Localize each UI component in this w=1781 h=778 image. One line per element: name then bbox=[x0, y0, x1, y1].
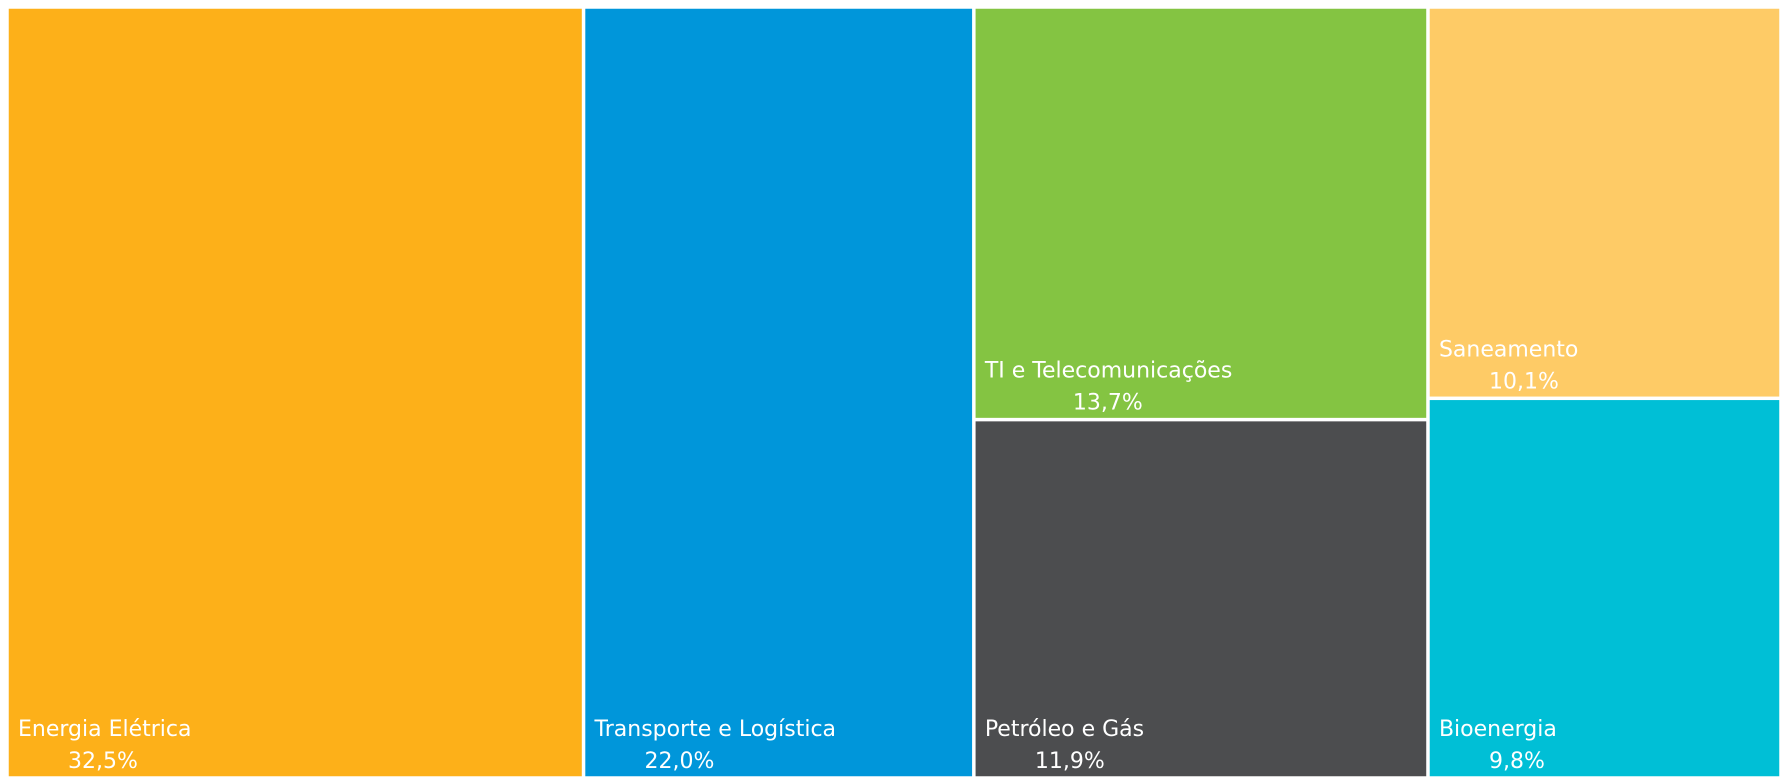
treemap-cell bbox=[1429, 400, 1780, 777]
cell-label: Bioenergia bbox=[1439, 717, 1557, 742]
cell-value-label: 11,9% bbox=[1035, 749, 1105, 774]
cell-label: Transporte e Logística bbox=[594, 717, 836, 742]
cell-value-label: 10,1% bbox=[1489, 369, 1559, 394]
cell-value-label: 9,8% bbox=[1489, 749, 1545, 774]
cell-value-label: 32,5% bbox=[68, 749, 138, 774]
treemap-cell bbox=[585, 8, 973, 777]
cell-value-label: 13,7% bbox=[1073, 391, 1143, 416]
cell-label: Energia Elétrica bbox=[18, 717, 192, 742]
cell-label: Petróleo e Gás bbox=[985, 717, 1144, 742]
cell-label: TI e Telecomunicações bbox=[984, 359, 1232, 384]
treemap-cell bbox=[8, 8, 582, 777]
cell-label: Saneamento bbox=[1439, 337, 1578, 362]
cell-value-label: 22,0% bbox=[645, 749, 715, 774]
treemap-cell bbox=[975, 421, 1427, 777]
treemap-cell bbox=[1429, 8, 1780, 397]
treemap-cell bbox=[975, 8, 1427, 418]
